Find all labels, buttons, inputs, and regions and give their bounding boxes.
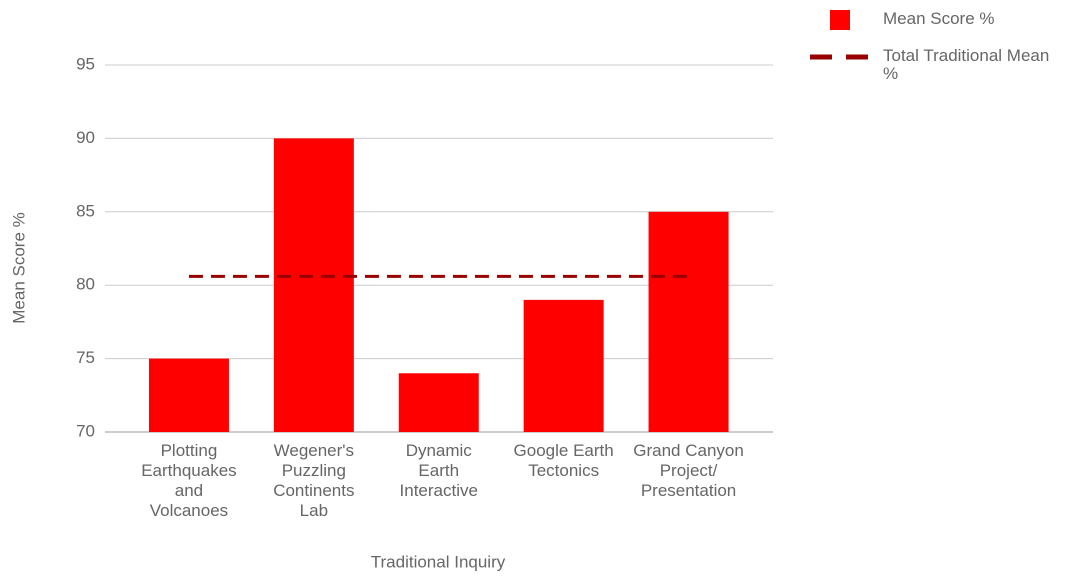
y-tick-label: 80	[76, 275, 95, 294]
y-axis-label: Mean Score %	[9, 212, 28, 324]
y-tick-label: 95	[76, 54, 95, 73]
x-tick-label: Plotting Earthquakes and Volcanoes	[141, 441, 236, 520]
bar	[148, 358, 229, 432]
x-tick-label: Grand Canyon Project/Presentation	[633, 441, 744, 500]
bar	[398, 373, 479, 432]
x-tick-label: Google Earth Tectonics	[514, 441, 614, 480]
legend-label: Total Traditional Mean%	[883, 46, 1049, 83]
legend-swatch	[830, 10, 850, 30]
legend-label: Mean Score %	[883, 9, 995, 28]
y-tick-label: 70	[76, 421, 95, 440]
x-axis-label: Traditional Inquiry	[371, 552, 506, 571]
bar	[273, 138, 354, 432]
y-tick-label: 85	[76, 201, 95, 220]
x-tick-label: Dynamic Earth Interactive	[400, 441, 478, 500]
bar	[648, 211, 729, 432]
y-tick-label: 90	[76, 128, 95, 147]
bar	[523, 299, 604, 432]
y-tick-label: 75	[76, 348, 95, 367]
x-tick-label: Wegener's Puzzling Continents Lab	[273, 441, 354, 520]
